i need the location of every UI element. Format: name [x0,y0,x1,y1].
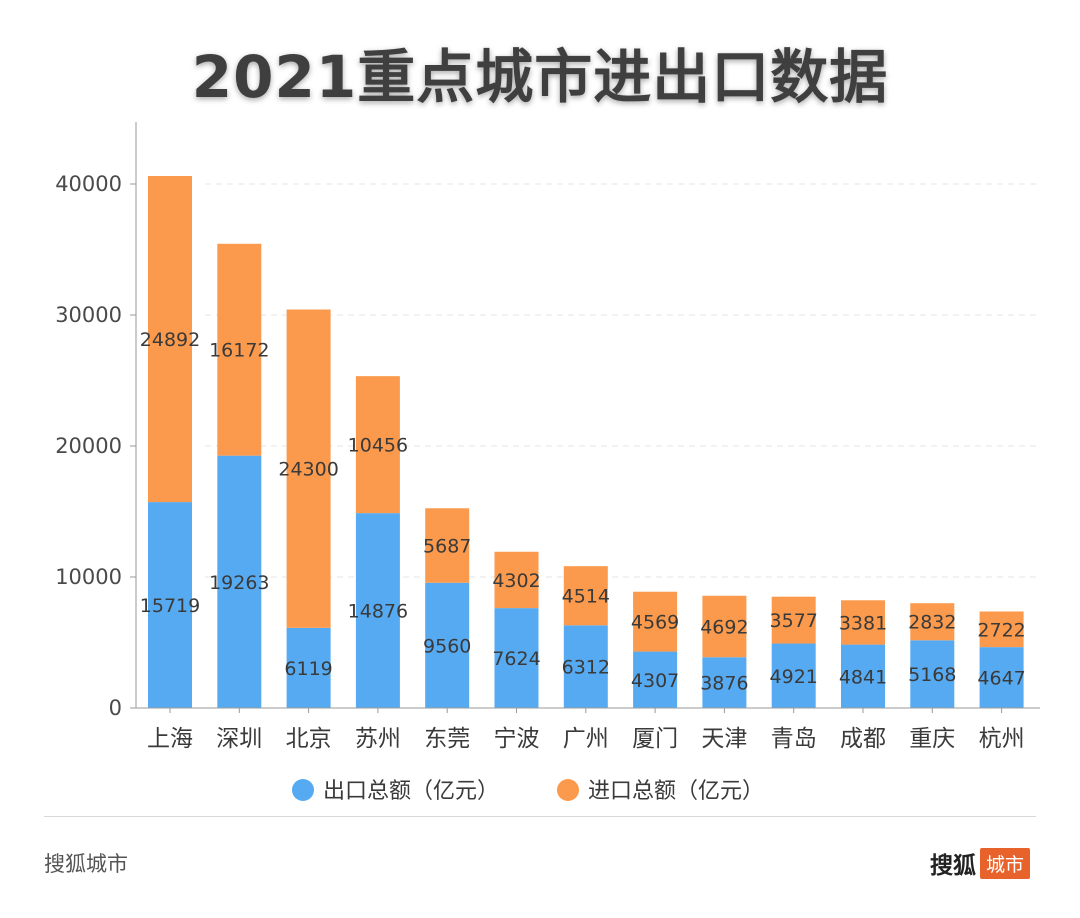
value-labels-layer: 15719 24892 19263 16172 6119 24300 14876 10456 9… [140,329,1026,695]
data-label-export: 4841 [839,666,887,688]
data-label-export: 15719 [140,595,200,617]
legend[interactable]: 出口总额（亿元） 进口总额（亿元） [292,779,764,804]
bar-export[interactable] [633,651,678,708]
data-label-import: 4302 [492,570,540,592]
x-tick-label: 成都 [840,726,886,752]
brand-main: 搜狐 [929,853,976,879]
bar-import[interactable] [494,551,539,609]
bar-import[interactable] [148,175,192,503]
data-label-export: 6119 [284,658,332,680]
data-label-export: 3876 [700,673,748,695]
data-label-import: 4692 [700,616,748,638]
legend-export-marker [292,779,314,801]
bar-import[interactable] [217,243,262,456]
bar-export[interactable] [217,455,262,708]
data-label-import: 24892 [140,329,200,351]
bar-export[interactable] [494,608,539,708]
grid-lines [205,183,1040,578]
y-tick-label: 10000 [55,565,122,589]
y-tick-label: 20000 [55,434,122,458]
bar-import[interactable] [633,591,678,652]
x-tick-label: 东莞 [424,726,470,752]
x-tick-label: 上海 [147,726,193,752]
x-tick-label: 深圳 [216,726,262,752]
bar-export[interactable] [910,640,955,708]
page-title: 2021重点城市进出口数据 [191,43,889,111]
bars-layer [148,175,1024,708]
data-label-import: 2832 [908,612,956,634]
y-tick-label: 40000 [55,172,122,196]
bar-export[interactable] [148,502,192,708]
data-label-export: 19263 [209,572,269,594]
bar-export[interactable] [286,627,331,708]
data-label-import: 5687 [423,536,471,558]
bar-import[interactable] [841,600,885,645]
bar-import[interactable] [563,566,608,626]
bar-export[interactable] [702,657,747,708]
legend-import-marker [557,779,579,801]
legend-export-label[interactable]: 出口总额（亿元） [323,779,499,804]
bar-import[interactable] [910,603,955,641]
data-label-export: 4647 [977,668,1025,690]
x-tick-label: 北京 [286,726,332,752]
data-label-import: 2722 [977,619,1025,641]
x-tick-label: 天津 [701,726,747,752]
x-tick-label: 厦门 [632,726,678,752]
brand-tag: 城市 [979,847,1030,879]
data-label-import: 4514 [562,586,610,608]
bar-export[interactable] [425,582,470,708]
x-tick-label: 苏州 [355,726,401,752]
bar-import[interactable] [286,309,331,628]
bar-export[interactable] [841,644,885,708]
axes-layer: 0 10000 20000 30000 40000 上海 深圳 北京 苏州 东莞 宁波 广州 厦门 天津青… [55,122,1040,752]
data-label-import: 10456 [348,435,408,457]
bar-import[interactable] [702,595,747,658]
bar-export[interactable] [979,647,1024,708]
data-label-import: 3577 [770,610,818,632]
y-tick-label: 30000 [55,303,122,327]
footer-divider [44,816,1036,817]
x-tick-label: 广州 [563,726,609,752]
y-tick-label: 0 [109,696,122,720]
data-label-import: 16172 [209,340,269,362]
source-label: 搜狐城市 [44,852,128,876]
data-label-export: 6312 [562,657,610,679]
bar-import[interactable] [425,508,470,583]
data-label-import: 3381 [839,612,887,634]
bar-import[interactable] [771,596,816,644]
x-tick-label: 青岛 [771,726,817,752]
legend-import-label[interactable]: 进口总额（亿元） [588,779,764,804]
data-label-export: 4921 [770,666,818,688]
brand-logo: 搜狐 城市 [930,846,1030,880]
x-tick-label: 宁波 [494,726,540,752]
bar-export[interactable] [563,625,608,708]
data-label-export: 5168 [908,664,956,686]
bar-import[interactable] [355,376,400,514]
data-label-export: 14876 [348,601,408,623]
data-label-export: 4307 [631,670,679,692]
data-label-export: 7624 [492,648,540,670]
bar-export[interactable] [355,513,400,708]
data-label-export: 9560 [423,635,471,657]
bar-export[interactable] [771,643,816,708]
bar-import[interactable] [979,611,1024,648]
x-tick-label: 重庆 [909,726,955,752]
data-label-import: 24300 [278,459,338,481]
x-tick-label: 杭州 [979,726,1025,752]
data-label-import: 4569 [631,612,679,634]
